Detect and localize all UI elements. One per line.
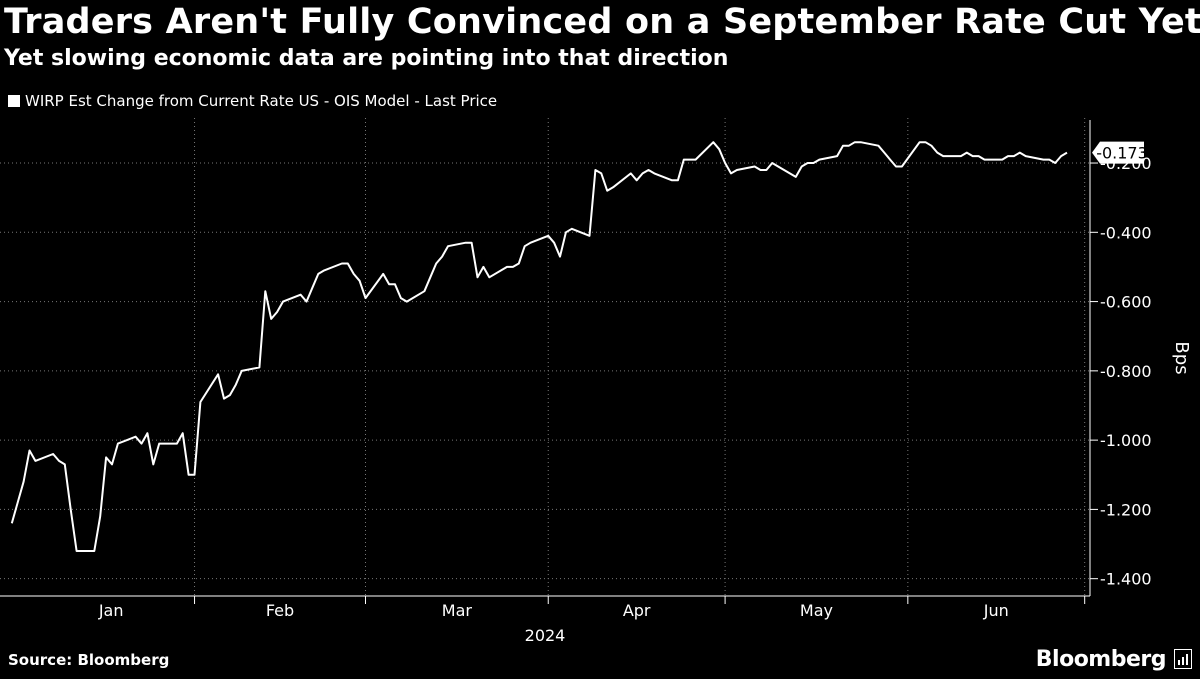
y-axis: -0.200-0.400-0.600-0.800-1.000-1.200-1.4… xyxy=(0,120,1152,597)
series-line xyxy=(10,141,1068,552)
legend-swatch xyxy=(8,95,20,107)
x-tick-label: May xyxy=(800,601,833,620)
x-tick-label: Jun xyxy=(983,601,1009,620)
last-value-marker xyxy=(1092,141,1144,164)
y-tick-label: -1.000 xyxy=(1100,431,1152,450)
grid xyxy=(0,118,1090,596)
legend-label: WIRP Est Change from Current Rate US - O… xyxy=(25,92,498,110)
chart-title: Traders Aren't Fully Convinced on a Sept… xyxy=(4,2,1200,42)
year-label: 2024 xyxy=(525,626,566,645)
last-value-label: -0.173 xyxy=(1096,144,1148,163)
legend: WIRP Est Change from Current Rate US - O… xyxy=(8,92,497,110)
y-tick-label: -0.800 xyxy=(1100,362,1152,381)
y-tick-label: -0.600 xyxy=(1100,293,1152,312)
x-tick-label: Apr xyxy=(623,601,651,620)
bloomberg-terminal-icon xyxy=(1174,649,1192,669)
chart-subtitle: Yet slowing economic data are pointing i… xyxy=(4,46,729,71)
y-tick-label: -1.400 xyxy=(1100,570,1152,589)
y-tick-label: -1.200 xyxy=(1100,500,1152,519)
last-value-callout: -0.173 xyxy=(1092,141,1148,164)
y-axis-label: Bps xyxy=(1171,341,1192,374)
source-note: Source: Bloomberg xyxy=(8,651,170,669)
x-tick-label: Mar xyxy=(442,601,473,620)
x-tick-label: Feb xyxy=(266,601,294,620)
brand-logo: Bloomberg xyxy=(1035,647,1167,672)
x-tick-label: Jan xyxy=(98,601,124,620)
y-tick-label: -0.400 xyxy=(1100,223,1152,242)
x-axis: Jan Feb Mar Apr May Jun xyxy=(98,596,1086,620)
